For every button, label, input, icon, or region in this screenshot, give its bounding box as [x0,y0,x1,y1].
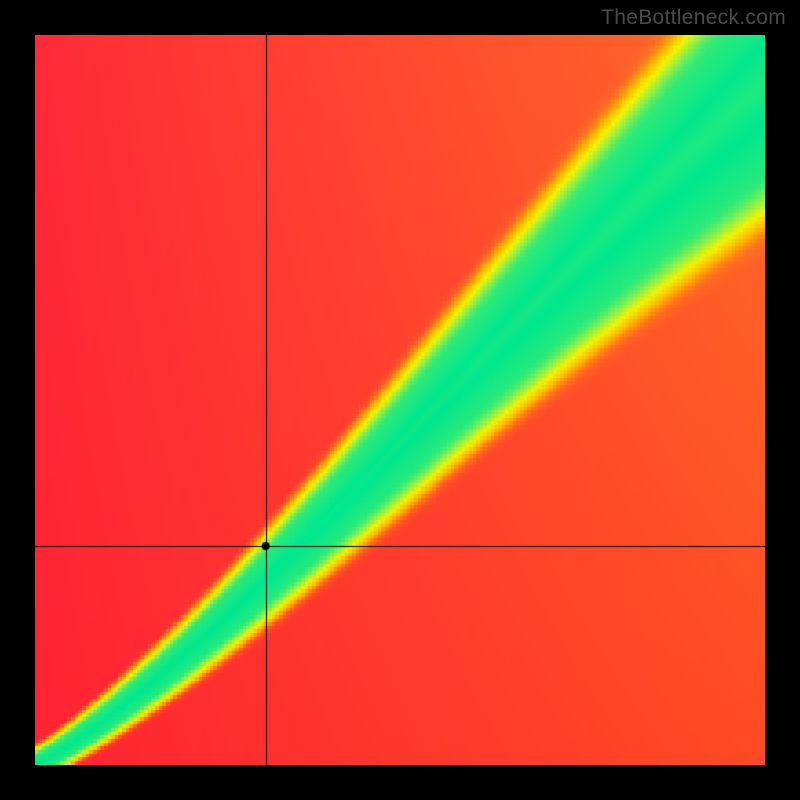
plot-area [35,35,765,765]
bottleneck-heatmap [35,35,765,765]
watermark-text: TheBottleneck.com [601,6,786,30]
